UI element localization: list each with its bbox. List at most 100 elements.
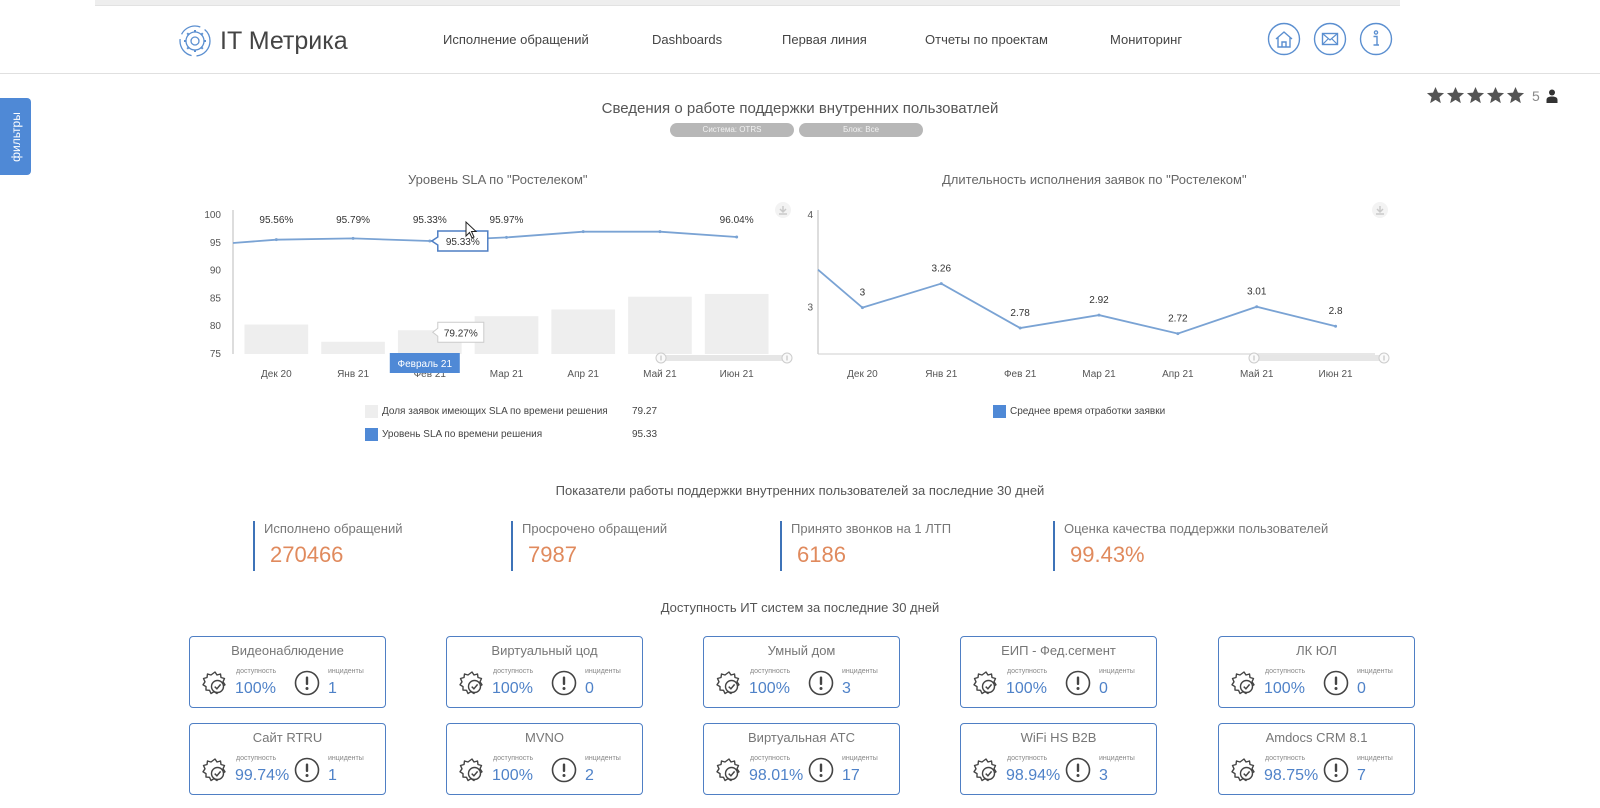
system-card-virtual-ats[interactable]: Виртуальная АТС доступность 98.01% инцидент… [703,723,900,795]
nav-item-project-reports[interactable]: Отчеты по проектам [925,32,1048,47]
gear-check-icon [202,671,226,695]
line-data-label: 3.26 [932,264,952,275]
mail-icon[interactable] [1313,22,1347,56]
rating-stars[interactable] [1426,86,1526,105]
system-card-lk-yul[interactable]: ЛК ЮЛ доступность 100% инциденты 0 [1218,636,1415,708]
filters-tab[interactable]: фильтры [0,98,31,175]
x-tick-label: Апр 21 [1162,369,1194,380]
alert-icon [808,670,834,696]
line-point[interactable] [939,282,943,286]
line-data-label: 3.01 [1247,287,1267,298]
nav-item-dashboards[interactable]: Dashboards [652,32,723,47]
incidents-value: 1 [328,767,337,784]
star-icon[interactable] [1486,86,1505,105]
bar[interactable] [704,293,769,354]
bar[interactable] [321,341,385,354]
gear-check-icon [459,758,483,782]
duration-chart-download-icon[interactable] [1372,202,1388,218]
x-tick-label: Мар 21 [1082,369,1116,380]
kpi-value: 99.43% [1070,542,1145,567]
system-card-amdocs-crm[interactable]: Amdocs CRM 8.1 доступность 98.75% инциденты… [1218,723,1415,795]
bar[interactable] [474,316,539,354]
bar-tooltip-text: 79.27% [444,328,478,339]
gear-check-icon [973,758,997,782]
system-card-smart-home[interactable]: Умный дом доступность 100% инциденты 3 [703,636,900,708]
system-card-wifi-hs-b2b[interactable]: WiFi HS B2B доступность 98.94% инциденты 3 [960,723,1157,795]
system-card-mvno[interactable]: MVNO доступность 100% инциденты 2 [446,723,643,795]
bar-tooltip: 79.27% [431,321,485,343]
y-tick-label: 100 [204,210,221,221]
availability-value: 98.01% [749,767,804,784]
line-point[interactable] [1176,332,1180,336]
y-tick-label: 4 [807,210,813,221]
nav-item-monitoring[interactable]: Мониторинг [1110,32,1183,47]
sla-legend-line[interactable]: Уровень SLA по времени решения [365,428,542,441]
x-tick-label: Янв 21 [337,369,369,380]
kpi-label: Оценка качества поддержки пользователей [1064,521,1329,536]
x-category-tooltip: Февраль 21 [389,353,460,373]
system-name: MVNO [525,730,564,745]
incidents-value: 0 [1357,680,1366,697]
y-tick-label: 75 [210,349,222,360]
star-icon[interactable] [1466,86,1485,105]
x-tick-label: Июн 21 [1319,369,1354,380]
line-point[interactable] [274,238,278,242]
system-name: ЛК ЮЛ [1296,643,1337,658]
line-point[interactable] [658,230,662,234]
line-point[interactable] [1255,305,1259,309]
line-data-label: 95.79% [336,215,370,226]
line-point[interactable] [1097,313,1101,317]
kpi-completed: Исполнено обращений 270466 [253,521,402,571]
filter-chip-system[interactable]: Система: OTRS [670,123,794,137]
line-point[interactable] [1334,324,1338,328]
system-card-virtual-dc[interactable]: Виртуальный цод доступность 100% инциденты 0 [446,636,643,708]
incidents-value: 1 [328,680,337,697]
line-point[interactable] [428,239,432,243]
availability-label: доступность [236,755,277,762]
series-line[interactable] [817,268,1336,335]
system-card-site-rtru[interactable]: Сайт RTRU доступность 99.74% инциденты 1 [189,723,386,795]
home-icon[interactable] [1267,22,1301,56]
bar[interactable] [628,296,692,354]
nav-item-execution[interactable]: Исполнение обращений [443,32,589,47]
system-card-videonablyudenie[interactable]: Видеонаблюдение доступность 100% инциденты 1 [189,636,386,708]
availability-value: 100% [235,680,276,697]
bar[interactable] [244,324,309,354]
duration-chart-navigator[interactable] [1248,352,1390,364]
line-tooltip-text: 95.33% [446,237,480,248]
sla-chart-navigator[interactable] [655,352,793,364]
x-tick-label: Апр 21 [567,369,599,380]
line-point[interactable] [351,236,355,240]
nav-item-first-line[interactable]: Первая линия [782,32,867,47]
line-point[interactable] [735,235,739,239]
system-name: Amdocs CRM 8.1 [1265,730,1368,745]
line-point[interactable] [505,235,508,239]
info-icon[interactable] [1359,22,1393,56]
availability-label: доступность [1265,755,1306,762]
star-icon[interactable] [1426,86,1445,105]
incidents-label: инциденты [1357,668,1393,675]
legend-value-line: 95.33 [632,429,658,440]
star-icon[interactable] [1506,86,1525,105]
kpi-label: Просрочено обращений [522,521,668,536]
y-tick-label: 90 [210,266,222,277]
sla-legend-bars[interactable]: Доля заявок имеющих SLA по времени решен… [365,405,608,418]
x-tick-label: Мар 21 [490,369,524,380]
bar[interactable] [551,309,616,354]
line-point[interactable] [860,306,864,310]
star-icon[interactable] [1446,86,1465,105]
logo[interactable]: IT Метрика [178,24,348,58]
line-point[interactable] [1018,326,1022,330]
availability-label: доступность [750,755,791,762]
rating[interactable]: 5 [1426,86,1558,105]
incidents-label: инциденты [1099,668,1135,675]
filter-chip-block[interactable]: Блок: Все [799,123,923,137]
duration-legend[interactable]: Среднее время отработки заявки [993,405,1165,418]
line-point[interactable] [581,230,585,234]
sla-chart-download-icon[interactable] [775,202,791,218]
system-card-eip-fed[interactable]: ЕИП - Фед.сегмент доступность 100% инцидент… [960,636,1157,708]
incidents-label: инциденты [842,755,878,762]
availability-value: 98.94% [1006,767,1061,784]
page-title: Сведения о работе поддержки внутренних п… [601,100,999,117]
alert-icon [1323,757,1349,783]
